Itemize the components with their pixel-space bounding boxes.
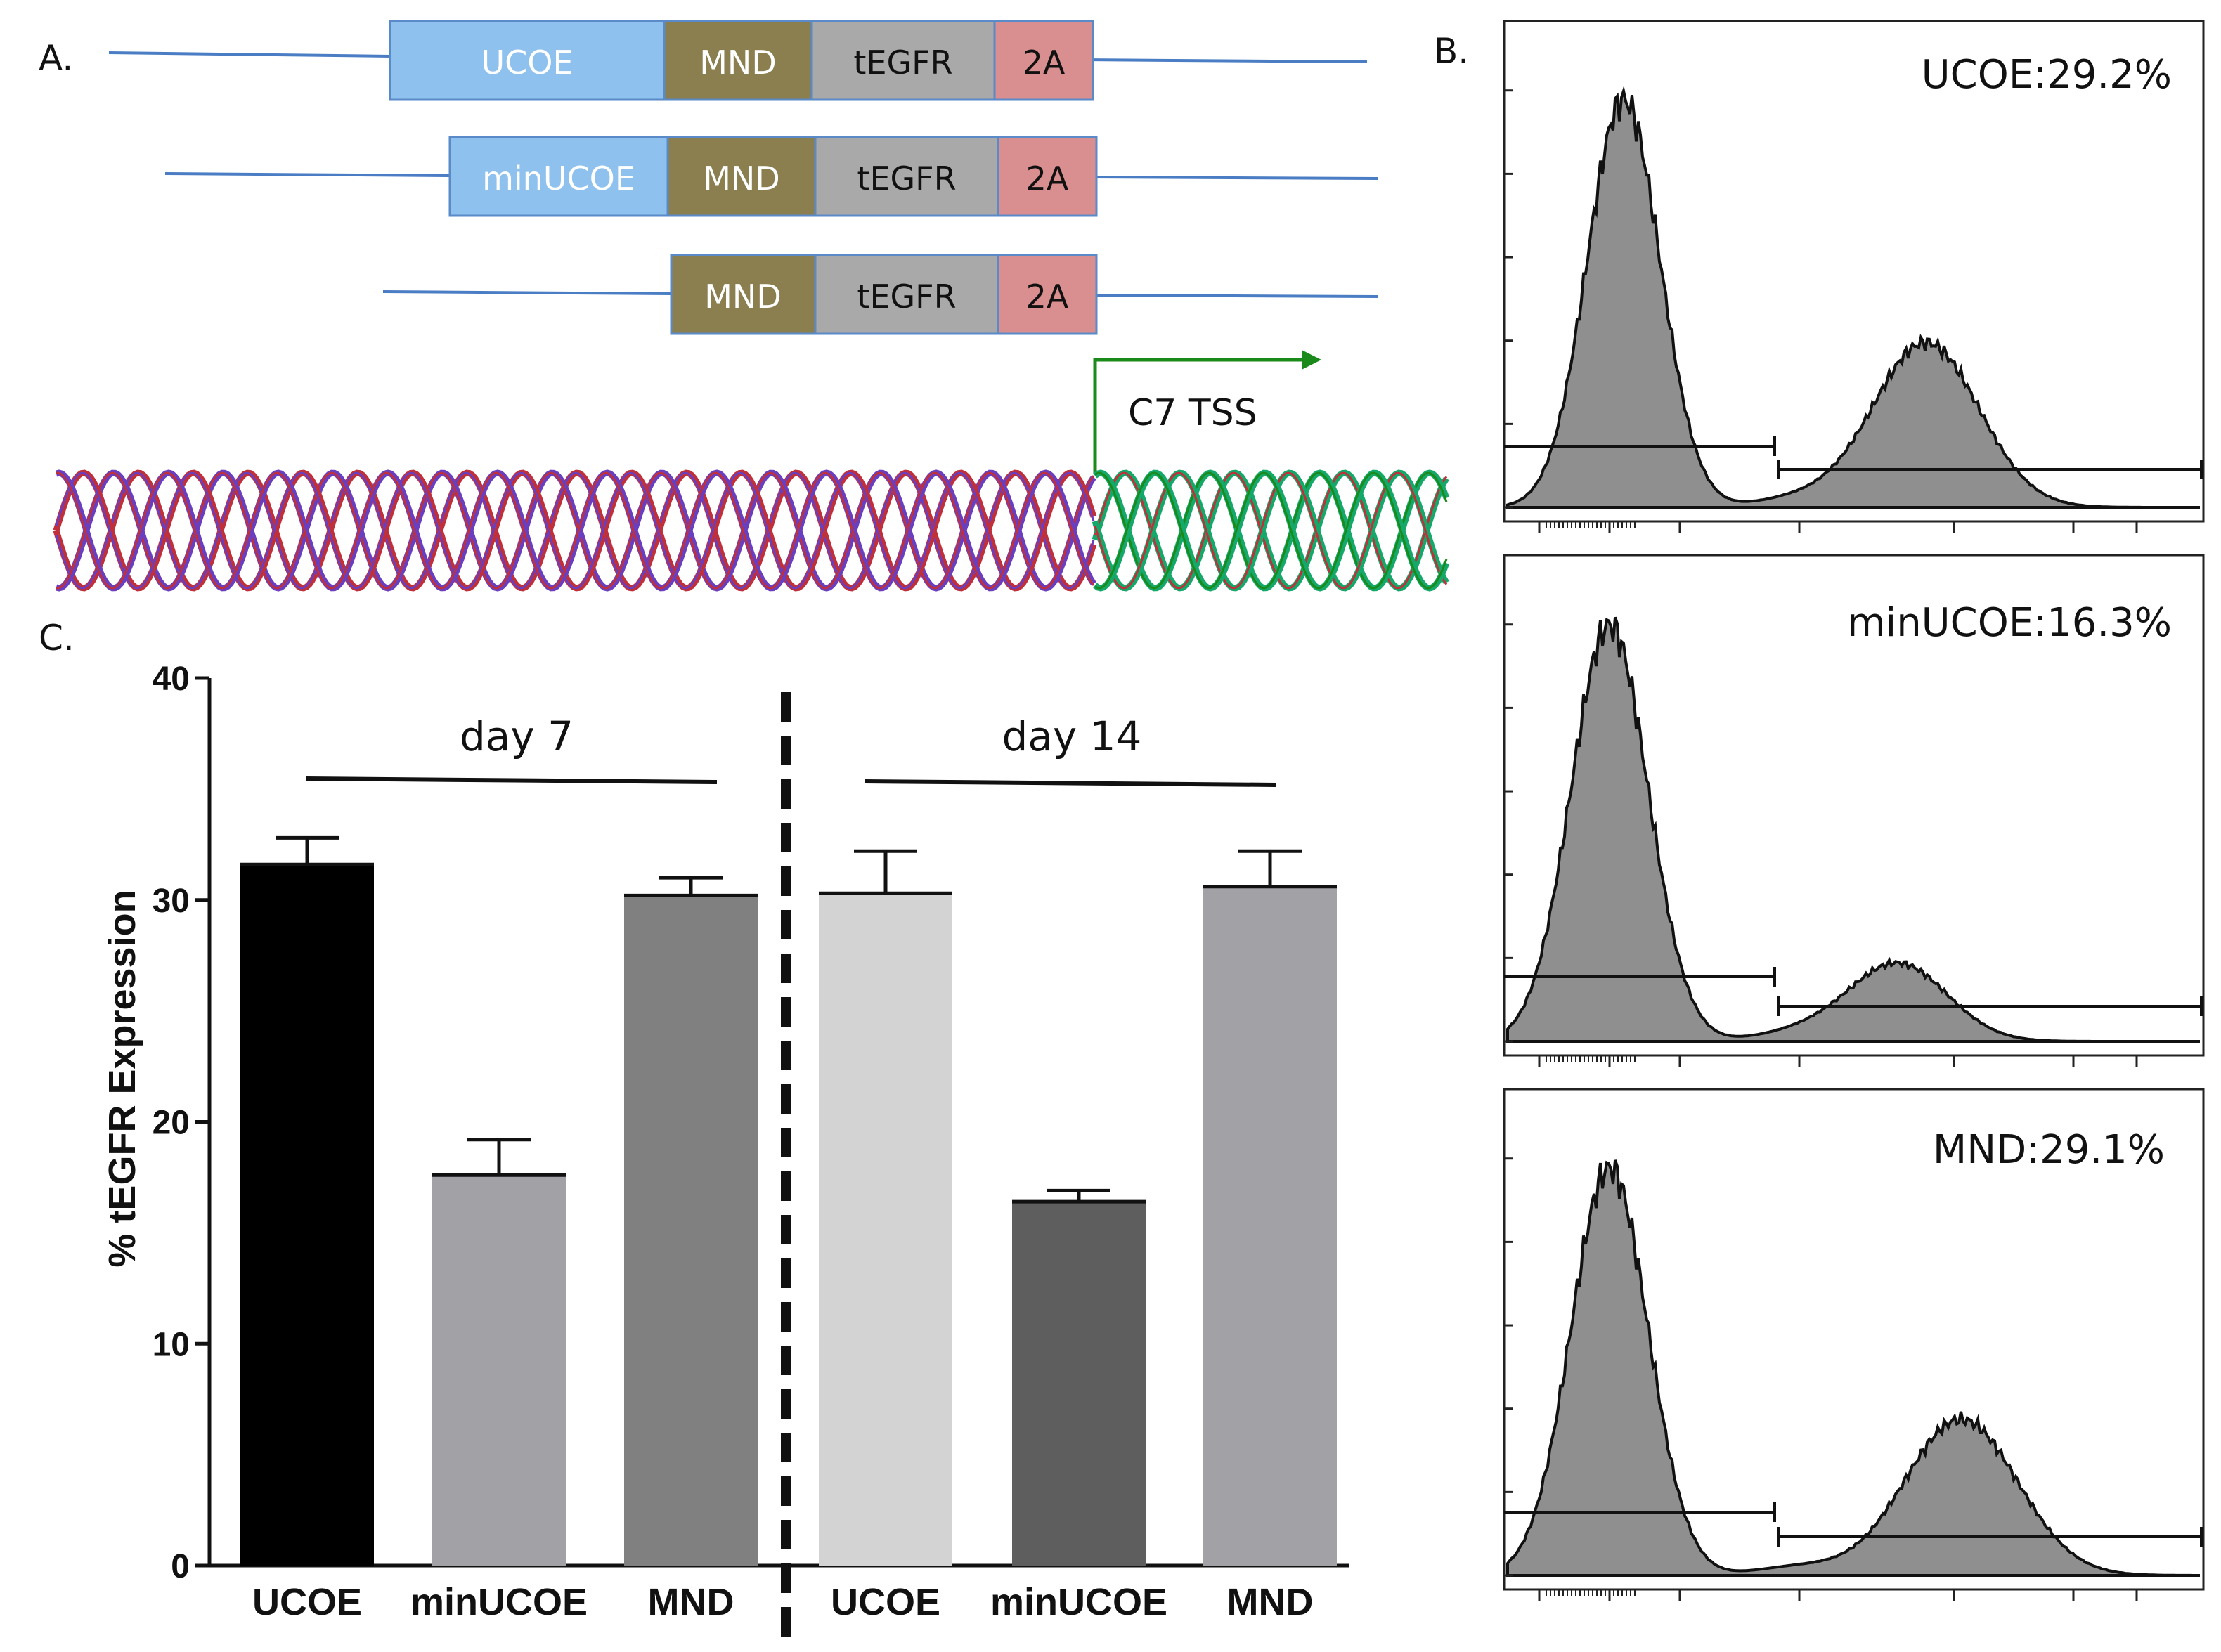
vector-line [108, 51, 391, 58]
bar [624, 895, 758, 1566]
group-underline [305, 776, 718, 784]
vector-line [382, 290, 672, 295]
flow-label: minUCOE:16.3% [1847, 600, 2172, 646]
segment-2a-box [997, 136, 1098, 217]
histogram-area [1506, 85, 2200, 509]
y-tick-label: 0 [171, 1548, 190, 1585]
histogram-area [1506, 1159, 2200, 1577]
group-label: day 14 [1002, 713, 1142, 760]
flow-label: UCOE:29.2% [1922, 52, 2172, 98]
segment-label: tEGFR [857, 278, 956, 316]
bar [1203, 886, 1337, 1566]
category-label: UCOE [252, 1581, 362, 1623]
y-tick-label: 20 [153, 1105, 190, 1142]
segment-tegfr-box [814, 136, 999, 217]
category-label: MND [1227, 1581, 1314, 1623]
tss-arrow-head [1302, 350, 1321, 370]
segment-2a-box [993, 20, 1094, 101]
panel-c-label: C. [39, 618, 75, 658]
segment-mnd-box [663, 20, 813, 101]
segment-label: 2A [1023, 44, 1066, 82]
segment-label: 2A [1026, 278, 1069, 316]
flow-label: MND:29.1% [1933, 1127, 2165, 1173]
dna-promoter-strand-edge [1094, 471, 1448, 590]
tss-arrow-line [1093, 358, 1307, 474]
y-tick-label: 40 [153, 661, 190, 698]
tss-arrow: C7 TSS [1093, 350, 1321, 474]
segment-mnd-box [670, 254, 817, 335]
segment-label: minUCOE [482, 160, 635, 197]
dna-promoter-strand [1092, 469, 1449, 592]
tss-label: C7 TSS [1128, 392, 1257, 434]
dna-strand-edge [55, 471, 1095, 590]
panel-a-label: A. [39, 38, 73, 79]
dna-promoter-strand [1092, 469, 1449, 592]
category-label: UCOE [831, 1581, 940, 1623]
dna-strand-edge [56, 471, 1095, 590]
vector-line [1082, 58, 1368, 63]
bar-chart: % tEGFR Expression 0 10 20 30 40 day 7 UCOE min… [101, 661, 1349, 1637]
segment-label: tEGFR [853, 44, 952, 82]
y-tick-label: 30 [153, 883, 190, 920]
dna-promoter-strand-edge [1094, 471, 1448, 590]
vector-line [164, 172, 451, 177]
flow-frame [1503, 1088, 2205, 1591]
segment-label: UCOE [481, 44, 573, 82]
segment-ucoe-box [389, 20, 666, 101]
segment-minucoe-box [448, 136, 669, 217]
flow-panel-minucoe: minUCOE:16.3% [1503, 554, 2205, 1067]
segment-label: MND [704, 278, 782, 316]
flow-frame [1503, 554, 2205, 1057]
bar [240, 864, 374, 1566]
histogram-area [1506, 616, 2200, 1043]
flow-frame [1503, 20, 2205, 523]
dna-promoter-strand-edge [1094, 471, 1448, 590]
y-axis-label: % tEGFR Expression [101, 890, 143, 1267]
panel-b: B. UCOE:29.2% minUCOE:16.3% MND:29.1% [1434, 20, 2205, 1601]
construct-ucoe: UCOE MND tEGFR 2A [108, 20, 1368, 101]
flow-panel-ucoe: UCOE:29.2% [1503, 20, 2205, 533]
segment-2a-box [997, 254, 1098, 335]
segment-tegfr-box [814, 254, 999, 335]
vector-line [1092, 294, 1378, 298]
category-label: minUCOE [410, 1581, 588, 1623]
segment-mnd-box [666, 136, 817, 217]
bar [1012, 1202, 1146, 1566]
flow-panel-mnd: MND:29.1% [1503, 1088, 2205, 1601]
construct-mnd: MND tEGFR 2A [382, 254, 1378, 335]
dna-helix [53, 469, 1450, 592]
panel-c: C. % tEGFR Expression 0 10 20 30 40 day 7 UCOE… [39, 618, 1349, 1637]
segment-tegfr-box [810, 20, 996, 101]
group-underline [864, 779, 1276, 787]
category-label: minUCOE [990, 1581, 1167, 1623]
segment-label: 2A [1026, 160, 1069, 197]
dna-promoter-strand [1093, 469, 1450, 592]
bar [819, 893, 952, 1566]
y-tick-label: 10 [153, 1326, 190, 1363]
group-label: day 7 [460, 713, 574, 760]
vector-line [1092, 176, 1378, 180]
bar [432, 1175, 566, 1566]
panel-b-label: B. [1434, 31, 1469, 72]
category-label: MND [648, 1581, 734, 1623]
segment-label: MND [699, 44, 777, 82]
dna-promoter-strand-edge [1094, 471, 1448, 590]
segment-label: tEGFR [857, 160, 956, 197]
construct-minucoe: minUCOE MND tEGFR 2A [164, 136, 1378, 217]
segment-label: MND [703, 160, 780, 197]
panel-a: A. UCOE MND tEGFR 2A minUCOE MND tEGFR 2… [39, 20, 1450, 592]
dna-promoter-strand [1093, 469, 1450, 592]
